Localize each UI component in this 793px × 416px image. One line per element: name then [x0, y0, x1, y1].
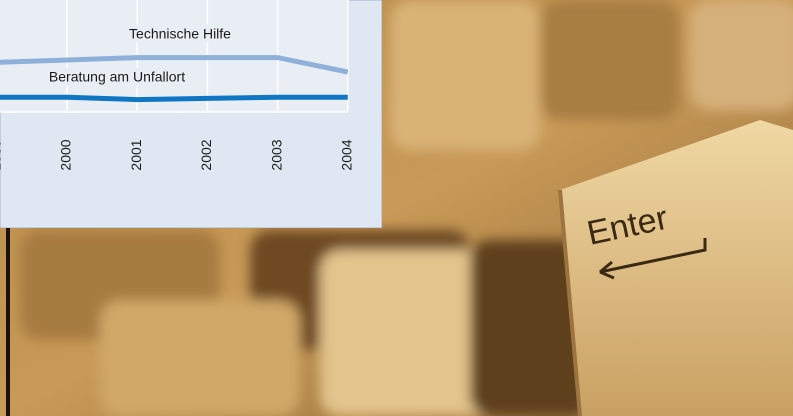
x-tick-label: 1999: [0, 139, 4, 170]
x-tick-label: 2000: [58, 139, 74, 170]
legend-label: Beratung am Unfallort: [49, 69, 185, 85]
x-tick-label: 2002: [198, 139, 214, 170]
legend-label: Technische Hilfe: [129, 26, 231, 42]
x-tick-label: 2003: [268, 139, 284, 170]
line: [0, 97, 348, 99]
page: Enter 199920002001200220032004Technische…: [0, 0, 793, 416]
x-tick-label: 2001: [128, 139, 144, 170]
chart: 1999 2000 2001 2002 2003 2004 Technische Hilfe…: [0, 0, 382, 228]
x-tick-label: 2004: [339, 139, 355, 170]
